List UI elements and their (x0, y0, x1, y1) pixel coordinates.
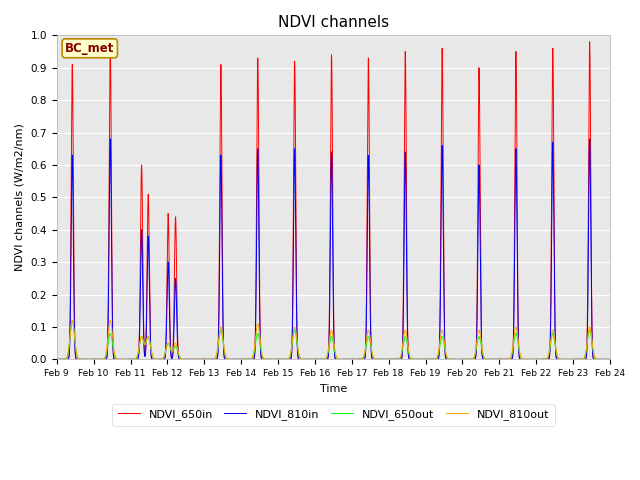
NDVI_650out (497, 357, 505, 362)
NDVI_810in (606, 357, 614, 362)
NDVI_650out (505, 356, 513, 362)
NDVI_810in (53, 357, 61, 362)
NDVI_810out (484, 357, 492, 362)
NDVI_650in (406, 357, 414, 362)
NDVI_810in (406, 357, 414, 362)
NDVI_650out (468, 356, 476, 362)
Text: BC_met: BC_met (65, 42, 115, 55)
NDVI_650in (606, 357, 614, 362)
NDVI_650out (82, 357, 90, 362)
Line: NDVI_650in: NDVI_650in (57, 42, 610, 360)
Legend: NDVI_650in, NDVI_810in, NDVI_650out, NDVI_810out: NDVI_650in, NDVI_810in, NDVI_650out, NDV… (112, 404, 555, 426)
NDVI_810in (484, 357, 492, 362)
NDVI_650out (406, 354, 414, 360)
NDVI_810out (53, 357, 61, 362)
NDVI_810out (505, 356, 513, 362)
NDVI_650in (53, 357, 61, 362)
NDVI_810out (468, 356, 476, 362)
Line: NDVI_810out: NDVI_810out (57, 321, 610, 360)
NDVI_810out (497, 357, 505, 362)
NDVI_650in (484, 357, 492, 362)
NDVI_650out (195, 357, 202, 362)
NDVI_810out (606, 357, 614, 362)
NDVI_810out (106, 318, 114, 324)
Line: NDVI_810in: NDVI_810in (57, 139, 610, 360)
NDVI_810in (497, 357, 505, 362)
NDVI_650out (484, 357, 492, 362)
NDVI_650in (82, 357, 90, 362)
NDVI_810in (505, 357, 513, 362)
Y-axis label: NDVI channels (W/m2/nm): NDVI channels (W/m2/nm) (15, 123, 25, 271)
NDVI_810out (406, 353, 414, 359)
NDVI_650in (468, 357, 476, 362)
NDVI_650in (505, 357, 513, 362)
NDVI_650in (586, 39, 593, 45)
NDVI_650out (68, 318, 76, 324)
Title: NDVI channels: NDVI channels (278, 15, 389, 30)
NDVI_810in (82, 357, 90, 362)
NDVI_810in (586, 136, 593, 142)
NDVI_810in (468, 357, 476, 362)
X-axis label: Time: Time (320, 384, 347, 394)
NDVI_650in (195, 357, 202, 362)
NDVI_810out (82, 357, 90, 362)
NDVI_650out (606, 357, 614, 362)
NDVI_810out (195, 357, 202, 362)
NDVI_650in (497, 357, 505, 362)
NDVI_650out (53, 357, 61, 362)
Line: NDVI_650out: NDVI_650out (57, 321, 610, 360)
NDVI_810in (195, 357, 202, 362)
